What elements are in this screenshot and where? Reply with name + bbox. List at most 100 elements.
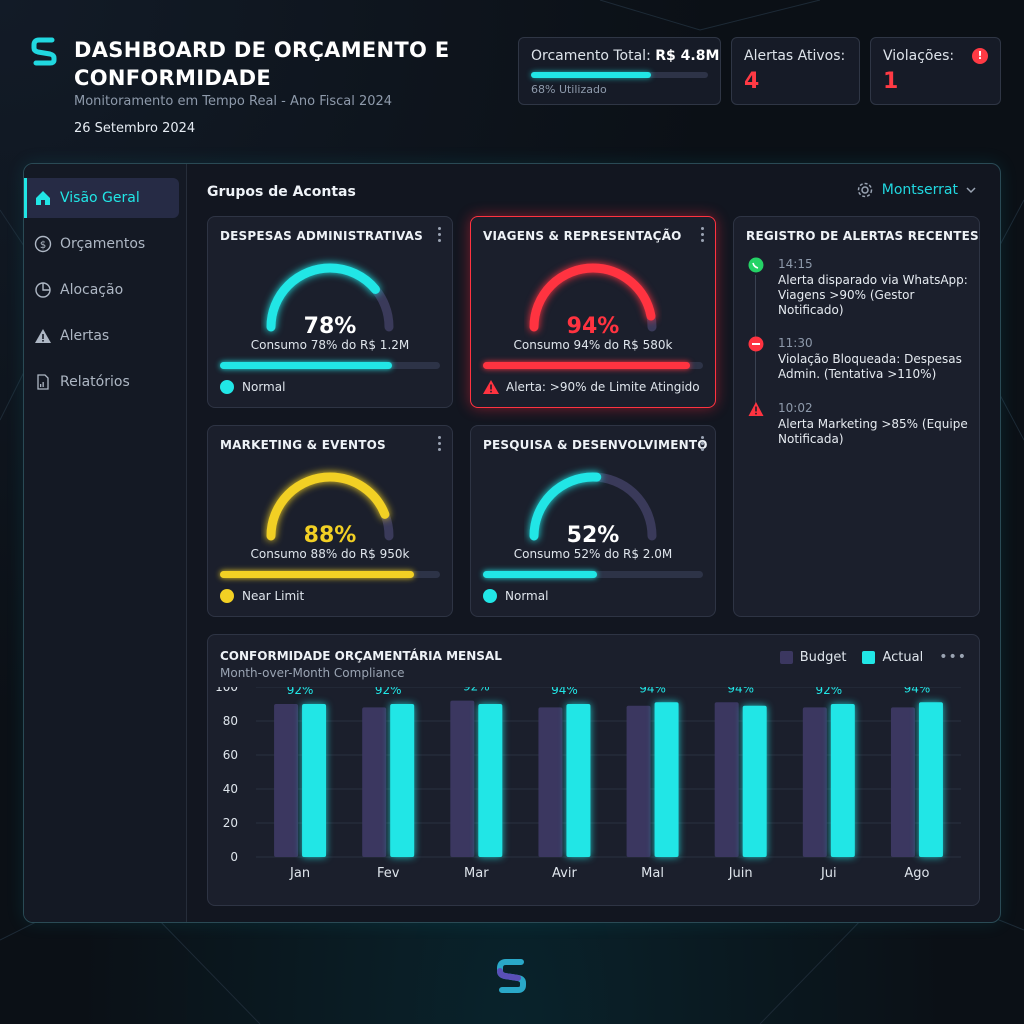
y-tick-label: 80 [223, 714, 238, 728]
x-tick-label: Fev [377, 866, 400, 881]
consumption-bar-fill [483, 362, 690, 369]
status-indicator: Near Limit [220, 589, 304, 603]
bar-actual [390, 704, 415, 857]
legend-label: Actual [882, 649, 924, 665]
chevron-down-icon [966, 187, 976, 194]
sidebar-item-label: Relatórios [60, 374, 130, 390]
region-selector[interactable]: Montserrat [856, 181, 976, 199]
sidebar-item-alocacao[interactable]: Alocação [24, 270, 179, 310]
bar-actual [566, 704, 591, 857]
consumption-bar-fill [220, 571, 414, 578]
chart-legend: Budget Actual ••• [779, 649, 967, 665]
whatsapp-icon [748, 257, 764, 273]
budget-card-marketing[interactable]: MARKETING & EVENTOS 88% Consumo 88% do R… [207, 425, 453, 617]
legend-swatch-actual [862, 650, 876, 664]
status-label: Normal [505, 589, 549, 603]
bar-budget [362, 707, 387, 857]
bar-budget [890, 707, 915, 857]
report-icon [37, 374, 49, 390]
card-title: MARKETING & EVENTOS [220, 438, 386, 452]
gauge-value: 94% [567, 314, 620, 339]
consumption-bar [483, 362, 703, 369]
consumption-bar [220, 571, 440, 578]
data-label: 92% [463, 687, 490, 694]
warning-icon [748, 402, 764, 416]
more-options-icon[interactable] [436, 227, 442, 243]
gauge-fill [529, 472, 657, 541]
region-selector-value: Montserrat [881, 182, 958, 198]
sidebar-item-orcamentos[interactable]: $ Orçamentos [24, 224, 179, 264]
data-label: 92% [287, 687, 314, 697]
page-title: DASHBOARD DE ORÇAMENTO E CONFORMIDADE [74, 38, 450, 90]
bar-budget [714, 702, 739, 857]
x-tick-label: Jui [820, 866, 837, 881]
alert-time: 14:15 [778, 257, 813, 271]
more-options-icon[interactable] [436, 436, 442, 452]
kpi-violations-value: 1 [883, 69, 899, 94]
sidebar-item-visao-geral[interactable]: Visão Geral [24, 178, 179, 218]
consumption-bar [220, 362, 440, 369]
data-label: 94% [551, 687, 578, 697]
legend-budget[interactable]: Budget [779, 649, 847, 665]
consumption-text: Consumo 94% do R$ 580k [513, 338, 673, 352]
status-indicator: Normal [220, 380, 285, 394]
main-panel: Visão Geral $ Orçamentos Alocação Alerta… [23, 163, 1001, 923]
kpi-budget-used: 68% Utilizado [531, 83, 607, 96]
alert-log-card: REGISTRO DE ALERTAS RECENTES 14:15 Alert… [733, 216, 980, 617]
more-options-icon[interactable] [699, 436, 705, 452]
sidebar-item-alertas[interactable]: Alertas [24, 316, 179, 356]
page-subtitle: Monitoramento em Tempo Real - Ano Fiscal… [74, 94, 393, 109]
gauge: 88% [266, 472, 394, 548]
card-title: DESPESAS ADMINISTRATIVAS [220, 229, 423, 243]
kpi-alerts-label: Alertas Ativos: [744, 48, 846, 64]
y-tick-label: 0 [230, 850, 238, 864]
sidebar-item-label: Orçamentos [60, 236, 146, 252]
sidebar-item-relatorios[interactable]: Relatórios [24, 362, 179, 402]
budget-usage-bar [531, 72, 708, 78]
bar-budget [626, 705, 651, 857]
budget-usage-fill [531, 72, 652, 78]
status-dot-icon [483, 589, 497, 603]
consumption-bar [483, 571, 703, 578]
kpi-budget-value: R$ 4.8M [655, 48, 720, 64]
budget-card-viagens[interactable]: VIAGENS & REPRESENTAÇÃO 94% Consumo 94% … [470, 216, 716, 408]
kpi-total-budget[interactable]: Orcamento Total: R$ 4.8M 68% Utilizado [518, 37, 721, 105]
gear-icon [857, 182, 872, 198]
bar-actual [830, 704, 855, 857]
pie-chart-icon [35, 282, 51, 298]
dollar-circle-icon: $ [34, 235, 52, 253]
consumption-text: Consumo 52% do R$ 2.0M [513, 547, 673, 561]
more-options-icon[interactable] [699, 227, 705, 243]
bar-actual [302, 704, 327, 857]
data-label: 92% [815, 687, 842, 697]
legend-label: Budget [799, 649, 847, 665]
more-options-icon[interactable]: ••• [939, 649, 967, 665]
status-indicator: Normal [483, 589, 548, 603]
alert-text: Alerta Marketing >85% (Equipe Notificada… [778, 417, 968, 446]
sidebar: Visão Geral $ Orçamentos Alocação Alerta… [24, 164, 187, 922]
kpi-budget-label: Orcamento Total: R$ 4.8M [531, 48, 720, 64]
data-label: 94% [639, 687, 666, 695]
compliance-bar-chart: 0 20 40 60 80 100 92% Jan 92% Fev 92% Mar 94% Avir 94%… [215, 687, 961, 881]
x-tick-label: Mal [641, 866, 664, 881]
sidebar-item-label: Alertas [60, 328, 110, 344]
y-tick-label: 60 [223, 748, 238, 762]
x-tick-label: Ago [904, 866, 929, 881]
x-tick-label: Juin [728, 866, 753, 881]
home-icon [36, 191, 50, 205]
budget-card-pesquisa[interactable]: PESQUISA & DESENVOLVIMENTO 52% Consumo 5… [470, 425, 716, 617]
chart-title: CONFORMIDADE ORÇAMENTÁRIA MENSAL [220, 649, 502, 663]
legend-actual[interactable]: Actual [862, 650, 923, 665]
alert-time: 10:02 [778, 401, 813, 415]
section-title: Grupos de Acontas [207, 184, 356, 200]
consumption-text: Consumo 78% do R$ 1.2M [250, 338, 410, 352]
compliance-chart-card: CONFORMIDADE ORÇAMENTÁRIA MENSAL Month-o… [207, 634, 980, 906]
y-tick-label: 100 [215, 687, 238, 694]
x-tick-label: Mar [464, 866, 489, 881]
budget-card-administrativas[interactable]: DESPESAS ADMINISTRATIVAS 78% Consumo 78%… [207, 216, 453, 408]
status-dot-icon [220, 380, 234, 394]
gauge-fill [266, 263, 394, 332]
status-label: Normal [242, 380, 286, 394]
kpi-active-alerts[interactable]: Alertas Ativos: 4 [731, 37, 860, 105]
kpi-violations[interactable]: Violações: ! 1 [870, 37, 1001, 105]
